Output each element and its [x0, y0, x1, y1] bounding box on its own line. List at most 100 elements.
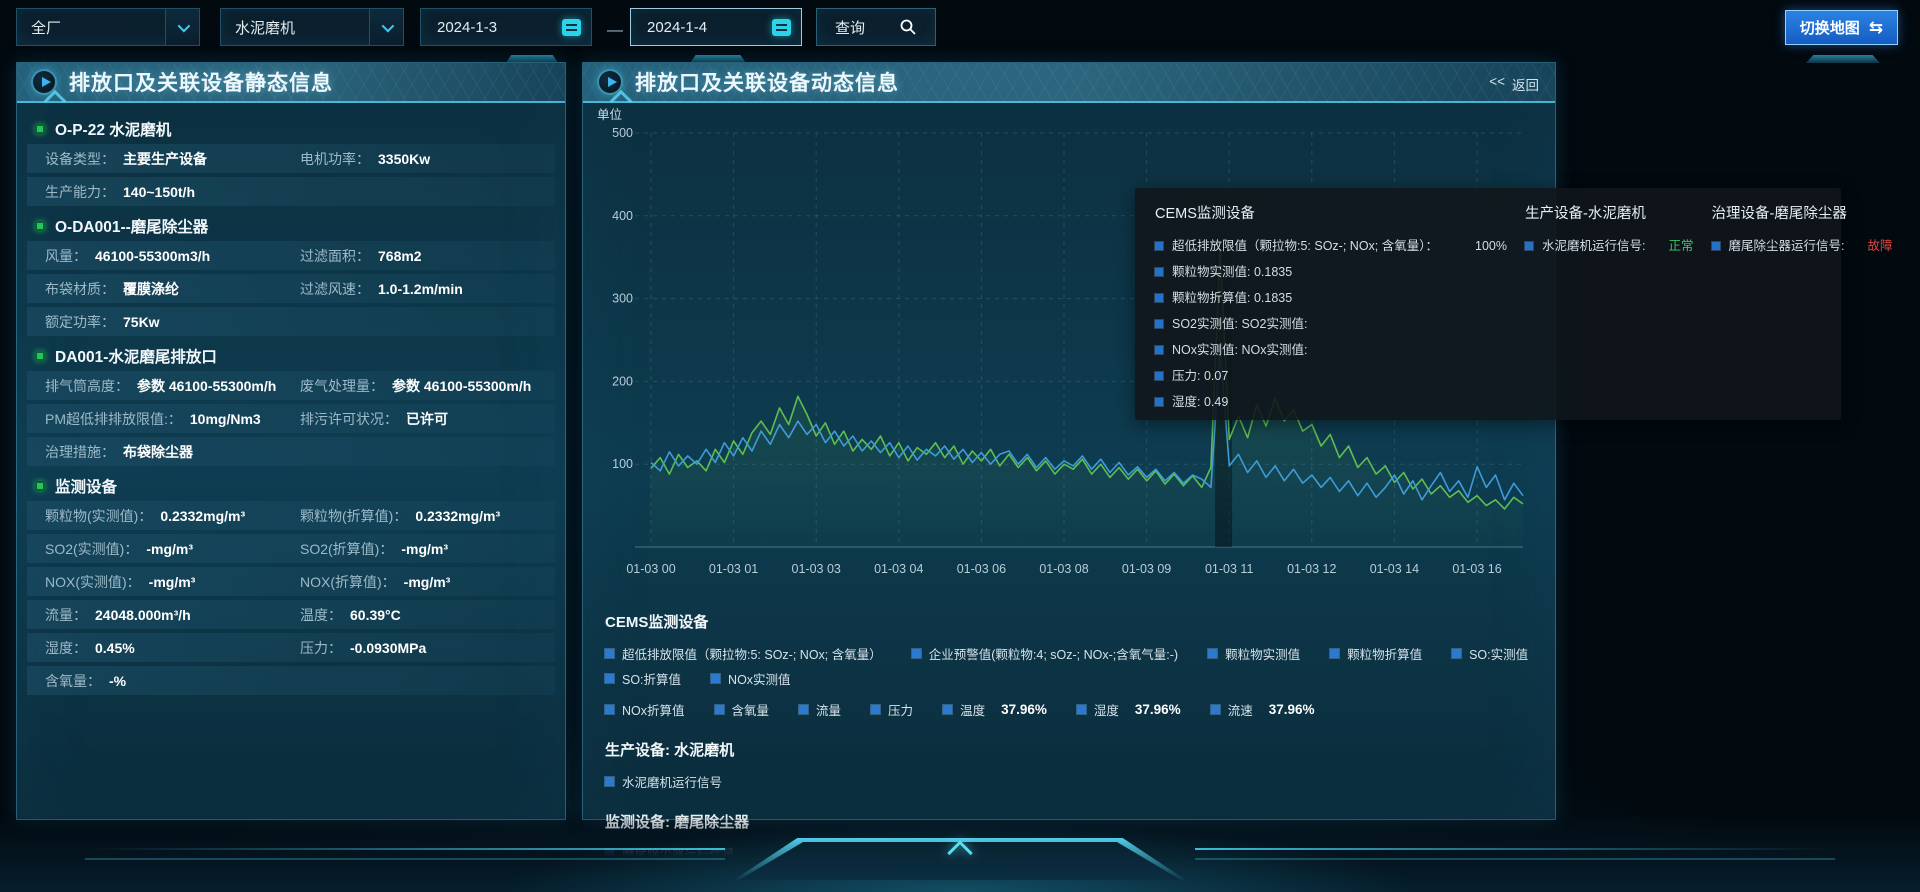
field-pair: 电机功率： 3350Kw: [300, 149, 555, 169]
field-label: 生产能力：: [45, 183, 115, 200]
legend-item[interactable]: 企业预警值(颗粒物:4; sOz-; NOx-;含氧气量:-): [911, 644, 1179, 663]
device-signal-item: 磨尾除尘器运行信号: [605, 844, 1547, 863]
bullet-icon: [35, 220, 45, 231]
legend-item[interactable]: 温度 37.96%: [943, 700, 1047, 719]
field-pair: 排污许可状况： 已许可: [300, 409, 555, 429]
panel-top-tab-decoration: [506, 55, 558, 63]
tooltip-column: CEMS监测设备 超低排放限值（颗拉物:5: SOz-; NOx; 含氧量）： 10…: [1155, 202, 1507, 410]
field-pair: 含氧量： -%: [45, 671, 300, 691]
end-date-input[interactable]: 2024-1-4: [630, 8, 802, 46]
svg-text:单位: 单位: [597, 107, 622, 122]
back-button[interactable]: << 返回: [1489, 74, 1539, 94]
date-range-separator: —: [607, 22, 623, 39]
query-button[interactable]: 查询: [816, 8, 936, 46]
legend-label: 温度: [960, 704, 986, 718]
legend-item[interactable]: SO:实测值: [1452, 644, 1528, 663]
field-pair: NOX(折算值)： -mg/m³: [300, 572, 555, 592]
legend-item[interactable]: NOx实测值: [711, 669, 791, 688]
tooltip-item-text: SO2实测值: SO2实测值:: [1172, 317, 1308, 331]
field-pair: 布袋材质： 覆膜涤纶: [45, 279, 300, 299]
field-value: 覆膜涤纶: [123, 280, 179, 297]
field-label: 废气处理量：: [300, 377, 384, 394]
field-value: 0.2332mg/m³: [160, 507, 246, 524]
info-row: 布袋材质： 覆膜涤纶 过滤风速： 1.0-1.2m/min: [27, 274, 555, 303]
svg-text:500: 500: [612, 126, 633, 140]
field-pair: 排气筒高度： 参数 46100-55300m/h: [45, 376, 300, 396]
svg-text:01-03 06: 01-03 06: [957, 562, 1006, 576]
plant-select[interactable]: 全厂: [16, 8, 200, 46]
field-value: 主要生产设备: [123, 150, 207, 167]
device-select[interactable]: 水泥磨机: [220, 8, 404, 46]
calendar-icon[interactable]: [772, 18, 791, 36]
static-info-list: O-P-22 水泥磨机 设备类型： 主要生产设备 电机功率： 3350Kw 生产能力： 14…: [17, 103, 565, 695]
field-pair: 治理措施： 布袋除尘器: [45, 442, 300, 462]
legend-item[interactable]: NOx折算值: [605, 700, 685, 719]
field-label: 风量：: [45, 247, 87, 264]
legend-marker-icon: [605, 674, 614, 683]
tooltip-item: SO2实测值: SO2实测值:: [1155, 311, 1507, 337]
search-icon: [900, 19, 916, 35]
field-pair: 温度： 60.39°C: [300, 605, 555, 625]
chevron-down-icon[interactable]: [369, 9, 403, 45]
field-value: 0.2332mg/m³: [415, 507, 501, 524]
info-row: SO2(实测值)： -mg/m³ SO2(折算值)： -mg/m³: [27, 534, 555, 563]
tooltip-item-text: NOx实测值: NOx实测值:: [1172, 343, 1308, 357]
legend-item[interactable]: 超低排放限值（颗拉物:5: SOz-; NOx; 含氧量）: [605, 644, 882, 663]
legend-marker-icon: [1208, 649, 1218, 658]
field-label: 颗粒物(折算值)：: [300, 507, 408, 524]
legend-marker-icon: [799, 705, 809, 714]
field-label: NOX(折算值)：: [300, 573, 396, 590]
end-date-value: 2024-1-4: [647, 18, 708, 36]
legend-marker-icon: [871, 705, 881, 714]
tooltip-item: 颗粒物实测值: 0.1835: [1155, 259, 1507, 285]
field-pair: 流量： 24048.000m³/h: [45, 605, 300, 625]
field-value: -0.0930MPa: [350, 639, 427, 656]
legend-marker-icon: [943, 705, 953, 714]
tooltip-column-title: CEMS监测设备: [1155, 206, 1255, 222]
legend-row: 超低排放限值（颗拉物:5: SOz-; NOx; 含氧量） 企业预警值(颗粒物:4…: [605, 644, 1547, 688]
legend-item[interactable]: 颗粒物折算值: [1330, 644, 1422, 663]
legend-marker-icon: [1210, 705, 1220, 714]
tooltip-item: 压力: 0.07: [1155, 363, 1507, 389]
info-row: 含氧量： -%: [27, 666, 555, 695]
field-pair: 颗粒物(实测值)： 0.2332mg/m³: [45, 506, 300, 526]
info-row: PM超低排排放限值:： 10mg/Nm3 排污许可状况： 已许可: [27, 404, 555, 433]
tooltip-column-title: 生产设备-水泥磨机: [1525, 206, 1646, 222]
legend-item[interactable]: 压力: [871, 700, 913, 719]
legend-item[interactable]: 含氧量: [714, 700, 770, 719]
tooltip-item-text: 压力: 0.07: [1172, 369, 1229, 383]
legend-item[interactable]: SO:折算值: [605, 669, 681, 688]
legend-label: 超低排放限值（颗拉物:5: SOz-; NOx; 含氧量）: [622, 648, 882, 662]
device-signal-item: 水泥磨机运行信号: [605, 772, 1547, 791]
svg-text:200: 200: [612, 374, 633, 388]
field-pair: PM超低排排放限值:： 10mg/Nm3: [45, 409, 300, 429]
legend-item[interactable]: 流量: [799, 700, 841, 719]
field-value: 3350Kw: [378, 150, 431, 167]
device-section-title: 生产设备: 水泥磨机: [605, 742, 735, 759]
info-row: 额定功率： 75Kw: [27, 307, 555, 336]
svg-text:01-03 12: 01-03 12: [1287, 562, 1336, 576]
tooltip-item-text: 磨尾除尘器运行信号:: [1728, 239, 1845, 253]
legend-label: 企业预警值(颗粒物:4; sOz-; NOx-;含氧气量:-): [928, 648, 1179, 662]
svg-text:300: 300: [612, 292, 633, 306]
start-date-input[interactable]: 2024-1-3: [420, 8, 592, 46]
switch-map-button[interactable]: 切换地图 ⇆: [1784, 10, 1898, 45]
chevron-down-icon[interactable]: [165, 9, 199, 45]
legend-label: 含氧量: [731, 704, 770, 718]
field-value: 已许可: [406, 410, 448, 427]
legend-item[interactable]: 湿度 37.96%: [1076, 700, 1181, 719]
info-row: NOX(实测值)： -mg/m³ NOX(折算值)： -mg/m³: [27, 567, 555, 596]
section-heading: 监测设备: [27, 470, 555, 501]
chart-legend: 超低排放限值（颗拉物:5: SOz-; NOx; 含氧量） 企业预警值(颗粒物:4…: [591, 644, 1547, 719]
calendar-icon[interactable]: [562, 18, 581, 36]
section-heading: DA001-水泥磨尾排放口: [27, 340, 555, 371]
section-title: O-P-22 水泥磨机: [55, 121, 172, 139]
tooltip-item-text: 湿度: 0.49: [1172, 395, 1229, 409]
field-label: 治理措施：: [45, 443, 115, 460]
legend-marker-icon: [1076, 705, 1086, 714]
field-label: NOX(实测值)：: [45, 573, 141, 590]
legend-item[interactable]: 流速 37.96%: [1210, 700, 1315, 719]
field-value: 0.45%: [95, 639, 135, 656]
bullet-icon: [1525, 242, 1533, 250]
legend-item[interactable]: 颗粒物实测值: [1208, 644, 1300, 663]
